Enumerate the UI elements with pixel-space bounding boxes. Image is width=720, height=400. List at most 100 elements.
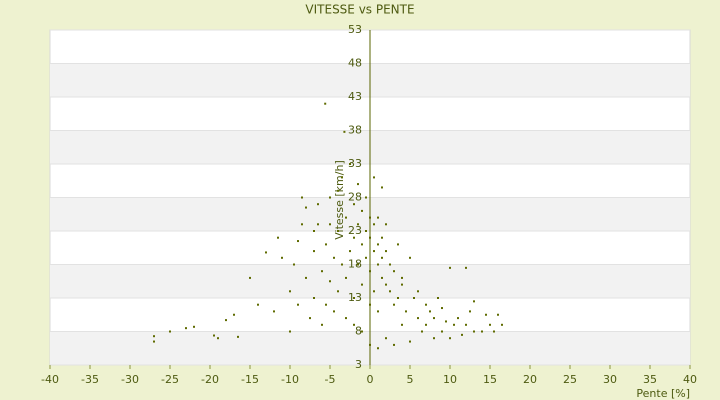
point [425,323,427,326]
y-tick-label: 23 [348,224,362,237]
x-tick-label: 20 [523,373,537,386]
point [353,297,355,299]
y-axis-label: Vitesse [km/h] [333,160,346,240]
point [361,243,363,246]
point [337,230,339,232]
y-tick-label: 3 [355,358,362,371]
point [329,223,331,226]
point [409,256,411,259]
point [381,256,383,259]
point [385,250,387,253]
point [393,270,395,273]
point [153,335,155,338]
point [469,310,471,313]
point [337,290,339,293]
point [441,330,443,333]
point [393,343,395,346]
point [417,290,419,293]
point [461,333,463,336]
point [385,337,387,340]
point [321,323,323,326]
point [357,263,359,266]
point [373,290,375,293]
point [185,327,187,330]
x-tick-label: 5 [407,373,414,386]
x-tick-label: -20 [201,373,219,386]
point [281,256,283,259]
point [333,310,335,313]
point [449,337,451,340]
point [225,319,227,322]
point [421,330,423,333]
point [485,313,487,316]
point [345,276,347,279]
point [333,256,335,259]
point [237,335,239,338]
point [377,243,379,246]
point [373,176,375,179]
point [465,323,467,326]
y-tick-label: 48 [348,57,362,70]
point [449,266,451,269]
point [169,330,171,333]
point [249,276,251,279]
point [381,186,383,189]
point [325,303,327,306]
point [353,236,355,239]
point [297,240,299,243]
point [373,250,375,253]
point [353,203,355,206]
point [345,216,347,219]
point [385,283,387,286]
point [301,223,303,226]
point [233,313,235,316]
point [413,297,415,299]
point [345,317,347,320]
point [313,230,315,232]
point [213,334,215,337]
point [293,263,295,266]
x-tick-label: 10 [443,373,457,386]
point [397,243,399,246]
point [289,290,291,293]
x-tick-label: -5 [325,373,336,386]
point [441,307,443,310]
point [313,250,315,253]
point [381,236,383,239]
x-tick-label: -25 [161,373,179,386]
point [389,263,391,266]
point [377,263,379,266]
x-tick-label: -30 [121,373,139,386]
point [217,337,219,340]
point [305,276,307,279]
point [493,330,495,333]
point [305,206,307,209]
y-tick-label: 43 [348,90,362,103]
point [289,330,291,333]
point [385,223,387,226]
y-tick-label: 33 [348,157,362,170]
point [317,223,319,226]
x-tick-label: 15 [483,373,497,386]
point [349,163,351,165]
x-tick-label: 40 [683,373,697,386]
point [489,323,491,326]
x-tick-label: 25 [563,373,577,386]
point [273,310,275,313]
point [265,251,267,254]
point [365,230,367,232]
x-tick-label: -40 [41,373,59,386]
point [321,270,323,273]
point [465,266,467,269]
point [401,323,403,326]
y-tick-label: 13 [348,291,362,304]
point [325,243,327,246]
x-tick-label: 30 [603,373,617,386]
point [445,320,447,323]
point [497,313,499,316]
point [353,323,355,326]
point [349,250,351,253]
point [365,196,367,199]
point [393,303,395,306]
